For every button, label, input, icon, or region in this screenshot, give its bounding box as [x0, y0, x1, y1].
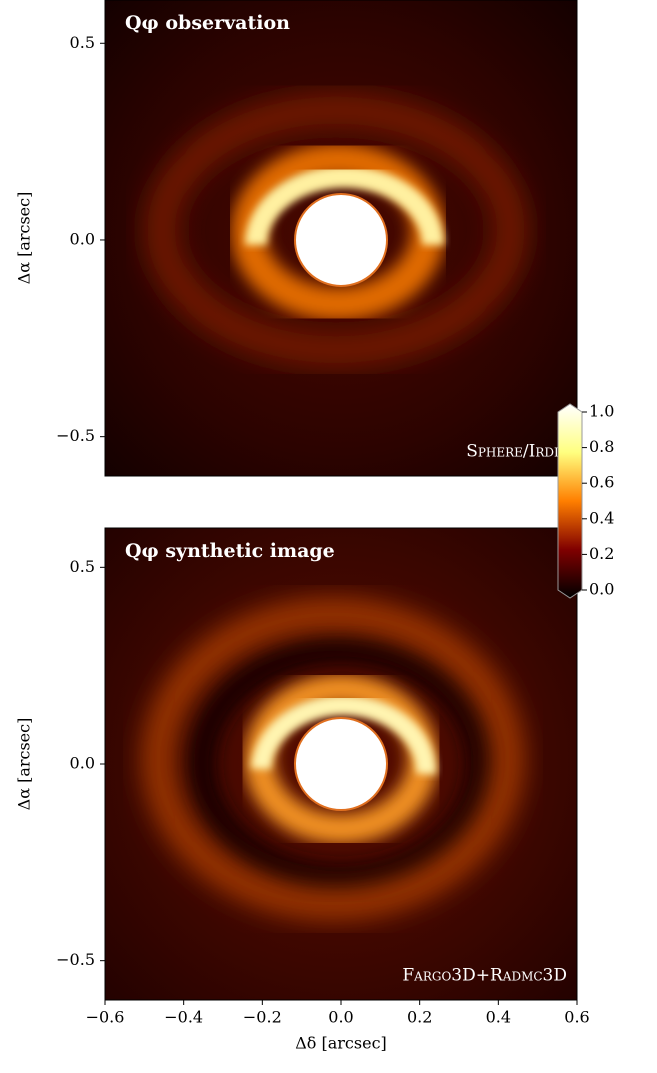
colorbar-tick-label: 0.0 — [589, 580, 614, 599]
y-tick-label: 0.5 — [70, 557, 95, 576]
x-tick-label: 0.0 — [328, 1008, 353, 1027]
image — [105, 0, 577, 476]
panel-label: Sphere/Irdis — [466, 442, 567, 462]
x-tick-label: −0.2 — [243, 1008, 282, 1027]
x-tick-label: 0.2 — [407, 1008, 432, 1027]
dark-gap — [186, 634, 496, 894]
x-tick-label: −0.4 — [164, 1008, 203, 1027]
y-tick-label: 0.0 — [70, 754, 95, 773]
y-tick-label: −0.5 — [56, 950, 95, 969]
y-tick-label: 0.0 — [70, 229, 95, 248]
colorbar — [557, 403, 583, 599]
bright-arc — [251, 695, 437, 775]
y-tick-label: 0.5 — [70, 33, 95, 52]
x-tick-label: 0.4 — [486, 1008, 511, 1027]
panel-title: Qφ synthetic image — [125, 540, 335, 562]
axes-frame — [104, 0, 578, 477]
colorbar-tick-label: 0.2 — [589, 544, 614, 563]
outer-ring — [147, 95, 525, 364]
x-axis-label: Δδ [arcsec] — [295, 1034, 387, 1053]
colorbar-tick-label: 1.0 — [589, 402, 614, 421]
y-axis-label: Δα [arcsec] — [15, 718, 34, 811]
outer-ring — [145, 601, 521, 917]
panel-label: Fargo3D+Radmc3D — [402, 966, 567, 986]
coronagraph-mask — [294, 717, 388, 811]
x-tick-label: −0.6 — [86, 1008, 125, 1027]
coronagraph-mask — [294, 192, 388, 287]
colorbar-tick-label: 0.4 — [589, 508, 614, 527]
panel-title: Qφ observation — [125, 12, 290, 34]
image — [105, 528, 577, 1000]
x-tick-label: 0.6 — [564, 1008, 589, 1027]
colorbar-tick-label: 0.8 — [589, 437, 614, 456]
colorbar-tick-label: 0.6 — [589, 473, 614, 492]
bright-arc — [245, 165, 444, 246]
y-tick-label: −0.5 — [56, 426, 95, 445]
y-axis-label: Δα [arcsec] — [15, 192, 34, 285]
